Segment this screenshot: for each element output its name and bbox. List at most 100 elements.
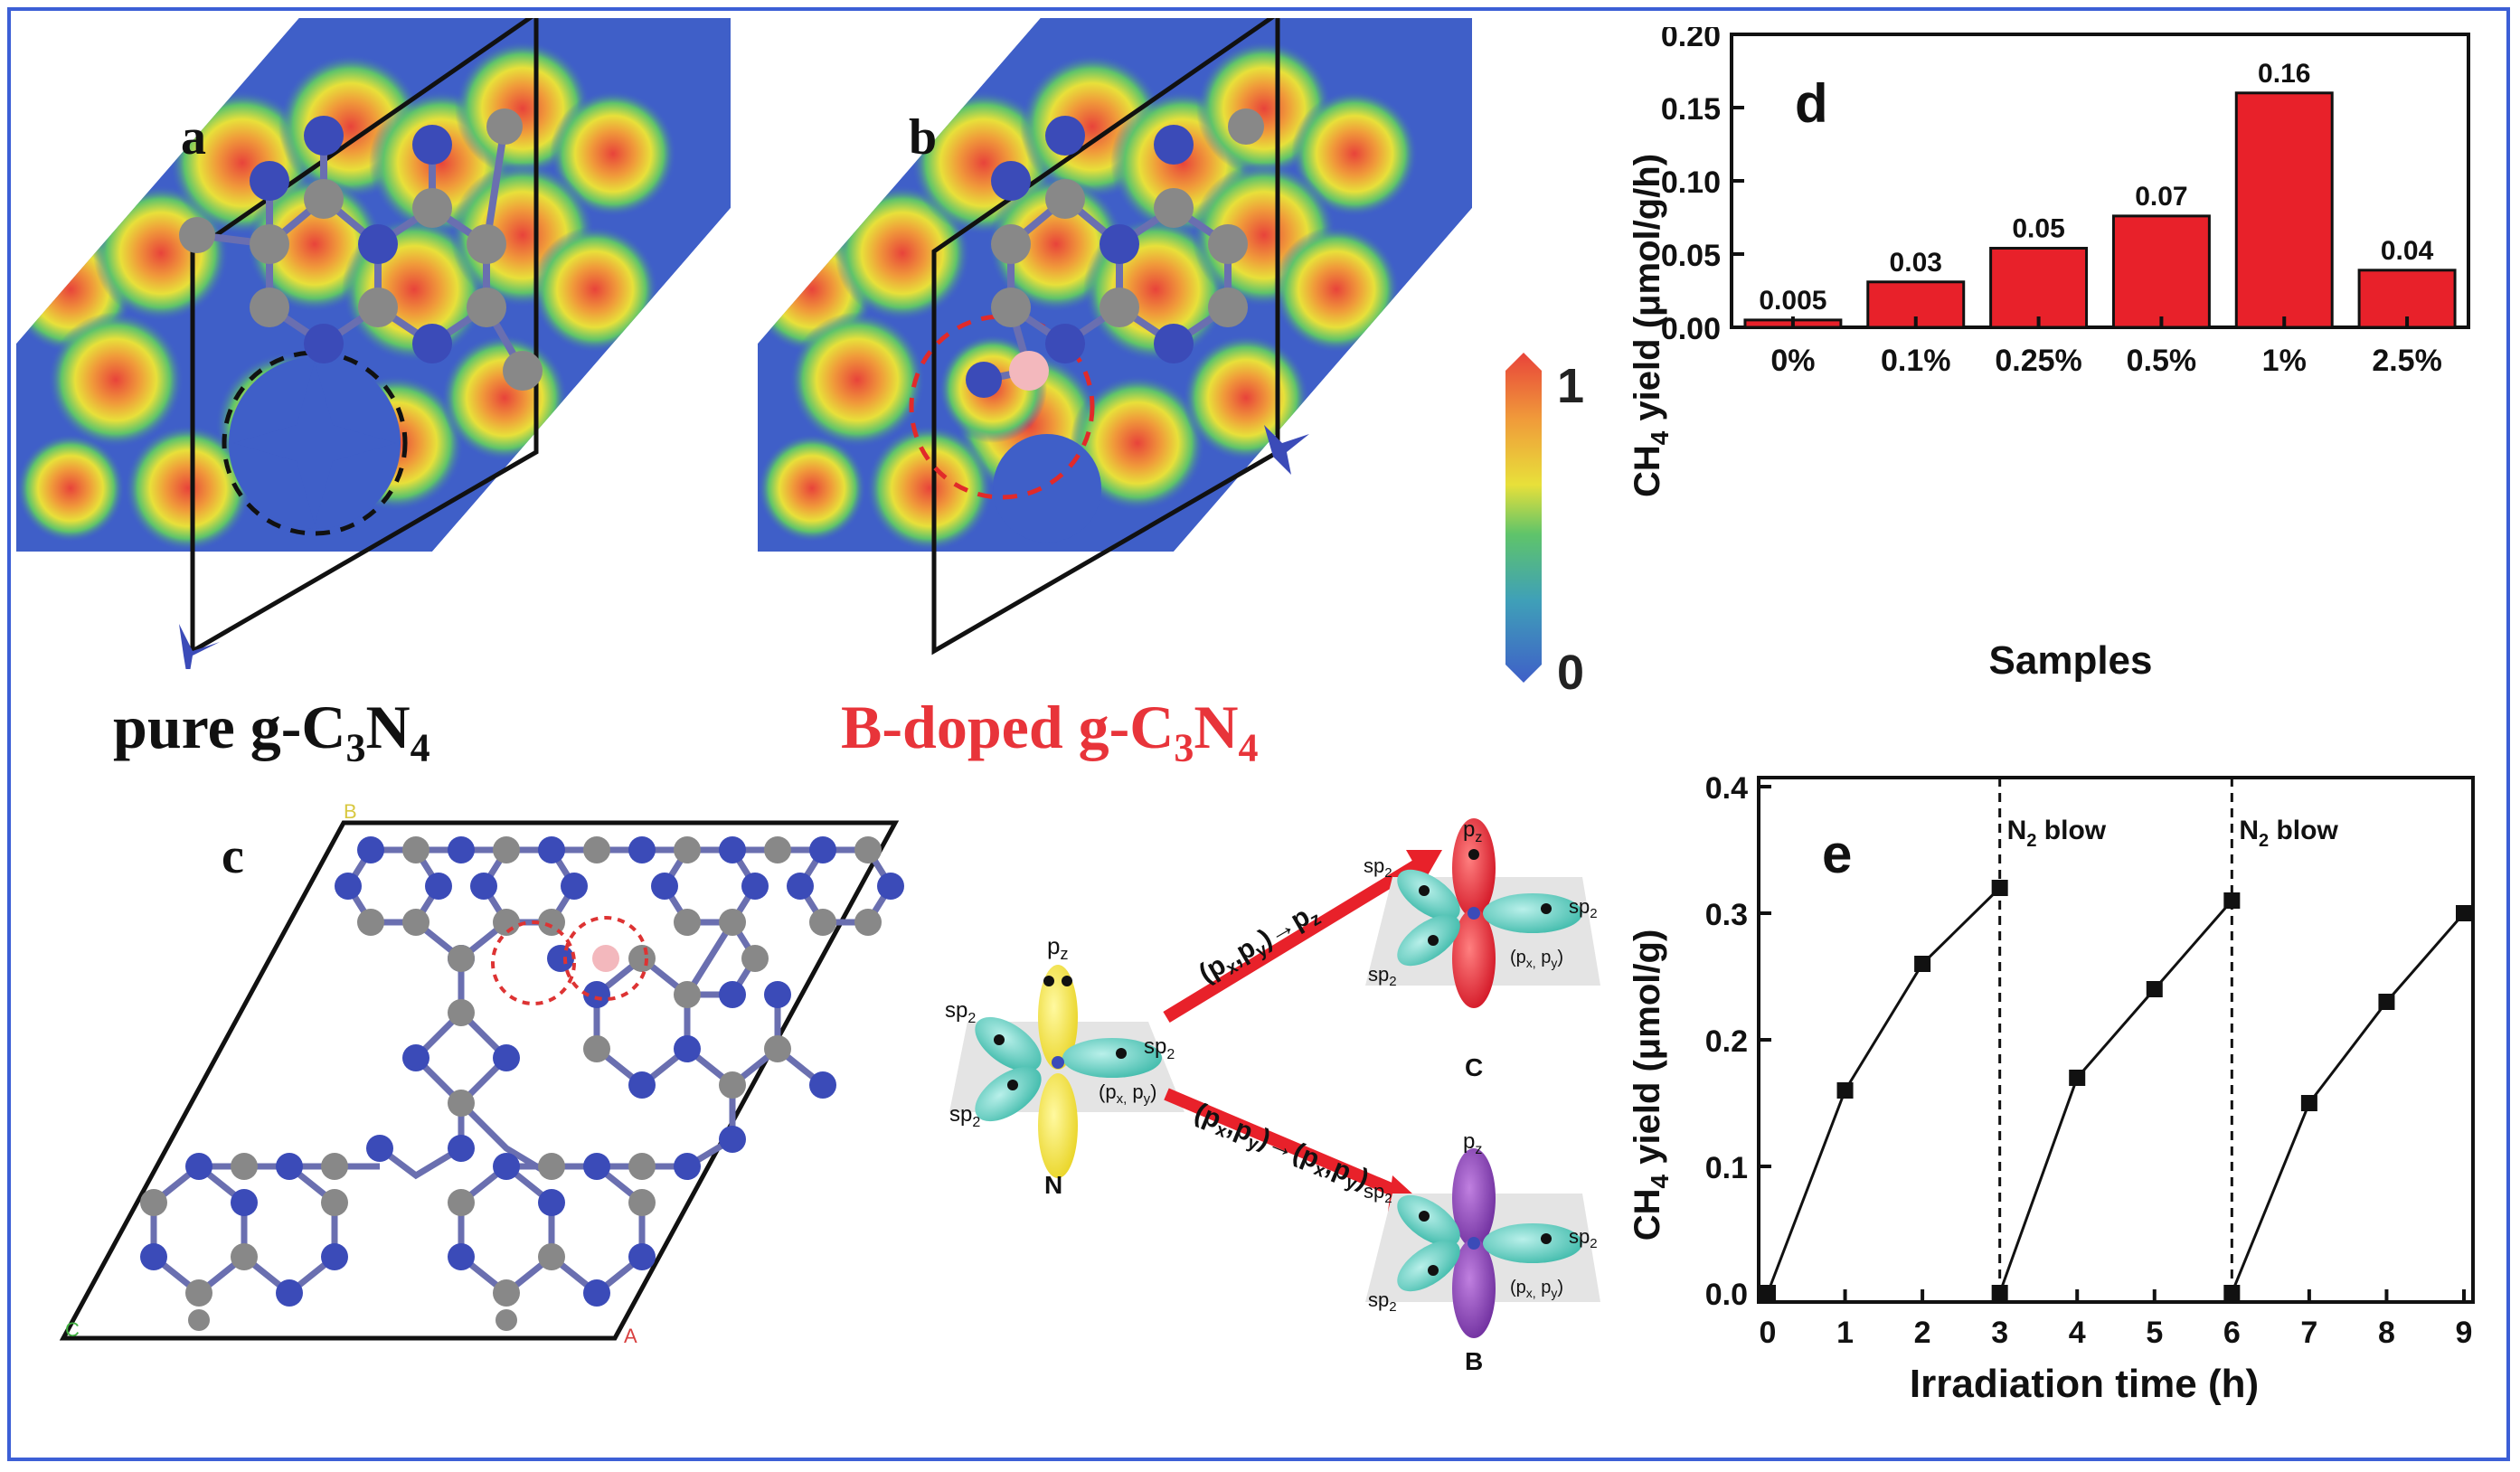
chart-e-series-line [2230,912,2466,1294]
chart-e-xtick-label: 6 [2223,1316,2241,1350]
chart-e-xtick-label: 5 [2146,1316,2163,1350]
svg-text:sp2: sp2 [1364,1180,1392,1206]
svg-text:sp2: sp2 [949,1102,980,1130]
arrow-bottom-label: (px,py)→(px,py) [1189,1098,1373,1198]
panel-d-bar-chart: d CH4 yield (μmol/g/h) Samples 0.00 0.05 0… [1628,27,2470,683]
chart-e-xtick-label: 2 [1914,1316,1931,1350]
panel-e-line-chart: e CH4 yield (μmol/g) Irradiation time (h… [1628,771,2475,1406]
chart-d-xtick-label: 2.5% [2372,344,2442,378]
chart-e-ytick-label: 0.1 [1705,1151,1748,1185]
svg-text:pz: pz [1463,1129,1482,1157]
c-atom-orbitals [1365,818,1600,1008]
chart-e-point [1760,1285,1776,1301]
orbital-diagram: pz sp2 sp2 sp2 (px, py) N (px,py)→pz (px… [945,817,1600,1375]
chart-e-xtick-label: 9 [2456,1316,2473,1350]
caption-a-sub1: 3 [345,725,366,770]
panel-d-letter: d [1795,73,1828,134]
chart-d-data-label: 0.05 [2012,214,2064,244]
cell-label-A: A [624,1325,637,1347]
colorbar-gradient [1505,353,1542,683]
caption-a-main: pure g-C [113,693,346,761]
panel-a-elf-map [16,18,731,669]
chart-e-ytick-label: 0.0 [1705,1278,1748,1312]
panel-a-letter: a [181,109,206,165]
svg-text:sp2: sp2 [945,998,976,1026]
chart-e-point [1991,880,2008,896]
panel-b-elf-map [758,18,1472,656]
chart-e-point [2223,1285,2241,1301]
arrow-top-label: (px,py)→pz [1194,897,1325,992]
chart-e-axes-box [1757,776,2475,1304]
caption-a-sub2: 4 [410,725,430,770]
caption-b-main: B-doped g-C [841,693,1175,761]
chart-d-xtick-label: 1% [2262,344,2307,378]
chart-e-series-line [1998,900,2233,1294]
elf-colorbar: 1 0 [1505,353,1584,696]
caption-b-sub2: 4 [1238,725,1259,770]
caption-a-mid: N [365,693,411,761]
chart-e-xtick-label: 1 [1836,1316,1854,1350]
chart-e-point [1836,1082,1854,1099]
chart-e-point [1991,1285,2008,1301]
chart-d-xtick-label: 0.25% [1995,344,2081,378]
chart-e-series-line [1766,886,2001,1294]
figure-frame [7,7,2510,1461]
chart-d-bar [2234,91,2334,329]
chart-e-annotation: N2 blow [2239,816,2338,851]
svg-text:(px, py): (px, py) [1510,1278,1563,1300]
chart-e-xlabel: Irradiation time (h) [1910,1362,2259,1406]
chart-d-data-label: 0.005 [1759,286,1826,316]
colorbar-min: 0 [1557,646,1584,696]
chart-d-ytick-label: 0.15 [1661,92,1721,127]
chart-e-ytick-label: 0.2 [1705,1024,1748,1059]
chart-e-point [2069,1070,2086,1086]
chart-e-ylabel: CH4 yield (μmol/g) [1628,929,1674,1241]
colorbar-max: 1 [1557,359,1584,413]
caption-b-sub1: 3 [1174,725,1194,770]
chart-d-ytick-label: 0.10 [1661,165,1721,200]
atom-N-label: N [1044,1171,1062,1199]
b-atom-orbitals [1365,1148,1600,1338]
chart-d-ytick-label: 0.00 [1661,312,1721,346]
svg-text:sp2: sp2 [1144,1034,1175,1062]
chart-d-bar [1989,247,2089,329]
chart-e-annotation: N2 blow [2007,816,2107,851]
chart-d-xtick-label: 0.5% [2127,344,2197,378]
chart-d-xtick-label: 0.1% [1881,344,1951,378]
panel-c-letter: c [222,828,244,884]
chart-d-data-label: 0.03 [1890,248,1942,278]
svg-text:pz: pz [1047,932,1068,963]
chart-e-ytick-label: 0.4 [1705,771,1748,806]
chart-d-ytick-label: 0.20 [1661,27,1721,53]
svg-text:sp2: sp2 [1569,895,1598,921]
chart-e-xtick-label: 8 [2378,1316,2395,1350]
svg-text:sp2: sp2 [1364,854,1392,881]
chart-e-point [2300,1095,2317,1111]
chart-d-data-label: 0.07 [2135,182,2187,212]
chart-e-xtick-label: 7 [2300,1316,2317,1350]
panel-b-letter: b [909,109,938,165]
chart-e-xtick-label: 0 [1760,1316,1777,1350]
chart-e-xtick-label: 3 [1991,1316,2008,1350]
chart-e-point [2146,981,2163,997]
panel-c-structure: B A C [59,800,904,1347]
chart-d-data-label: 0.16 [2258,59,2310,89]
caption-b-mid: N [1194,693,1239,761]
panel-b-caption: B-doped g-C3N4 [841,692,1259,771]
chart-d-ylabel: CH4 yield (μmol/g/h) [1628,154,1674,497]
chart-d-data-label: 0.04 [2381,236,2434,266]
svg-text:sp2: sp2 [1368,1288,1397,1315]
atom-B-label: B [1465,1347,1483,1375]
chart-d-bar [2111,214,2211,329]
svg-text:(px, py): (px, py) [1099,1080,1156,1107]
svg-text:(px, py): (px, py) [1510,948,1563,970]
chart-d-xtick-label: 0% [1770,344,1815,378]
panel-e-letter: e [1822,824,1852,884]
chart-d-ytick-label: 0.05 [1661,239,1721,273]
chart-e-point [2456,905,2472,921]
chart-e-ytick-label: 0.3 [1705,898,1748,932]
panel-a-caption: pure g-C3N4 [113,692,430,771]
svg-text:pz: pz [1463,817,1482,845]
chart-e-point [2378,994,2395,1010]
chart-e-point [1914,956,1931,972]
